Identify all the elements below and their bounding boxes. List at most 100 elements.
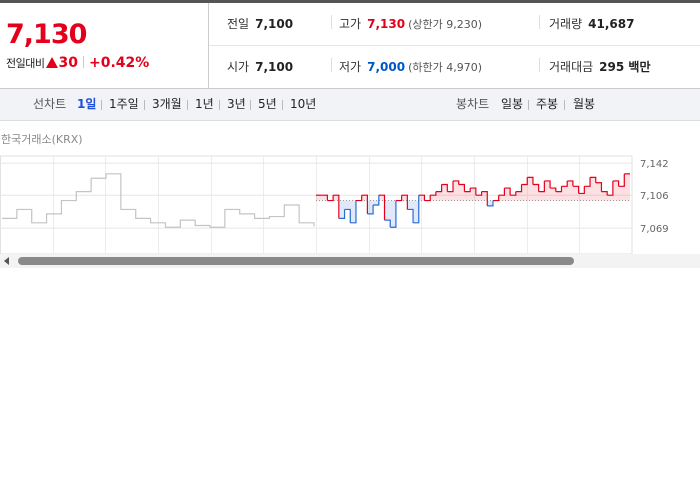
series-step [355, 195, 363, 202]
area-segment [344, 200, 351, 210]
series-step [527, 176, 534, 185]
area-segment [333, 195, 339, 201]
area-segment [624, 173, 630, 201]
area-segment [510, 195, 516, 201]
change-label: 전일대비 [6, 57, 45, 70]
area-segment [572, 186, 579, 201]
tab-monthly[interactable]: 월봉 [573, 97, 596, 111]
chart-tabs: 선차트 1일 1주일 3개월 1년 3년 5년 10년 봉차트 일봉 주봉 월봉 [0, 88, 700, 121]
series-step [561, 180, 568, 187]
series-step [464, 188, 471, 193]
y-tick-label: 7,142 [640, 159, 669, 170]
series-step [618, 173, 625, 187]
tab-divider [219, 100, 220, 110]
area-segment [453, 180, 459, 201]
area-segment [441, 184, 448, 201]
y-tick-label: 7,069 [640, 224, 669, 235]
series-step [321, 194, 329, 201]
series-step [504, 187, 511, 196]
tab-5y[interactable]: 5년 [258, 97, 277, 111]
series-step [595, 182, 603, 192]
amount-label: 거래대금 [549, 60, 594, 74]
area-segment [532, 184, 539, 201]
divider [331, 15, 332, 29]
low-value: 7,000 [367, 60, 406, 74]
series-step [390, 200, 397, 228]
series-step [492, 195, 500, 202]
area-segment [550, 188, 556, 201]
series-step [401, 194, 408, 210]
area-segment [384, 200, 391, 221]
scroll-left-icon[interactable] [4, 257, 9, 265]
divider [331, 58, 332, 72]
series-step [458, 183, 466, 192]
series-step [555, 186, 563, 193]
area-segment [430, 195, 436, 201]
candle-chart-label: 봉차트 [456, 97, 490, 111]
area-segment [527, 177, 533, 201]
area-segment [567, 180, 573, 201]
lower-limit: (하한가 4,970) [408, 61, 482, 74]
area-segment [481, 191, 488, 201]
change-line: 전일대비 30 +0.42% [6, 55, 149, 71]
tab-daily[interactable]: 일봉 [501, 97, 524, 111]
series-step [441, 183, 448, 192]
area-segment [435, 191, 442, 201]
prev-close-cell: 전일 7,100 [227, 3, 293, 45]
area-segment [578, 193, 585, 201]
area-segment [418, 195, 425, 201]
scroll-thumb[interactable] [18, 257, 574, 265]
info-row: 전일 7,100 고가 7,130 (상한가 9,230) 거래량 41,687 [209, 3, 700, 46]
series-step [447, 180, 454, 193]
area-segment [487, 200, 493, 206]
quote-info-grid: 전일 7,100 고가 7,130 (상한가 9,230) 거래량 41,687 시가 7… [208, 3, 700, 88]
series-step [384, 219, 391, 228]
series-step [607, 180, 614, 196]
tab-divider [282, 100, 283, 110]
tab-weekly[interactable]: 주봉 [536, 97, 559, 111]
series-step [453, 180, 460, 185]
area-segment [401, 195, 408, 201]
series-step [612, 180, 620, 187]
tab-3y[interactable]: 3년 [227, 97, 246, 111]
divider [82, 56, 84, 68]
series-step [367, 205, 374, 215]
tab-divider [564, 100, 565, 110]
series-step [567, 180, 574, 187]
area-segment [555, 191, 562, 201]
area-segment [378, 195, 385, 201]
tab-1y[interactable]: 1년 [195, 97, 214, 111]
area-segment [464, 191, 471, 201]
series-step [378, 194, 386, 221]
series-step [475, 191, 483, 196]
open-cell: 시가 7,100 [227, 46, 293, 88]
volume-label: 거래량 [549, 17, 583, 31]
tab-3m[interactable]: 3개월 [152, 97, 182, 111]
tab-1d[interactable]: 1일 [77, 97, 97, 111]
series-step [430, 191, 437, 196]
chart-scrollbar[interactable] [0, 254, 700, 268]
change-value: 30 [58, 55, 78, 71]
tab-10y[interactable]: 10년 [290, 97, 317, 111]
high-value: 7,130 [367, 17, 406, 31]
tab-divider [528, 100, 529, 110]
series-step [338, 209, 346, 219]
prev-close-value: 7,100 [255, 17, 294, 31]
high-cell: 고가 7,130 (상한가 9,230) [331, 3, 482, 45]
series-step [601, 191, 608, 196]
area-segment [316, 195, 322, 201]
open-value: 7,100 [255, 60, 294, 74]
series-step [550, 187, 557, 192]
line-chart-label: 선차트 [33, 97, 67, 111]
series-step [418, 194, 426, 201]
series-step [361, 194, 368, 214]
area-segment [595, 182, 602, 201]
divider [539, 15, 540, 29]
amount-cell: 거래대금 295 백만 [539, 46, 650, 88]
prev-close-label: 전일 [227, 17, 250, 31]
tab-1w[interactable]: 1주일 [109, 97, 139, 111]
amount-value: 295 백만 [599, 60, 651, 74]
series-step [544, 180, 551, 189]
series-step [333, 194, 340, 219]
series-step [407, 208, 414, 223]
